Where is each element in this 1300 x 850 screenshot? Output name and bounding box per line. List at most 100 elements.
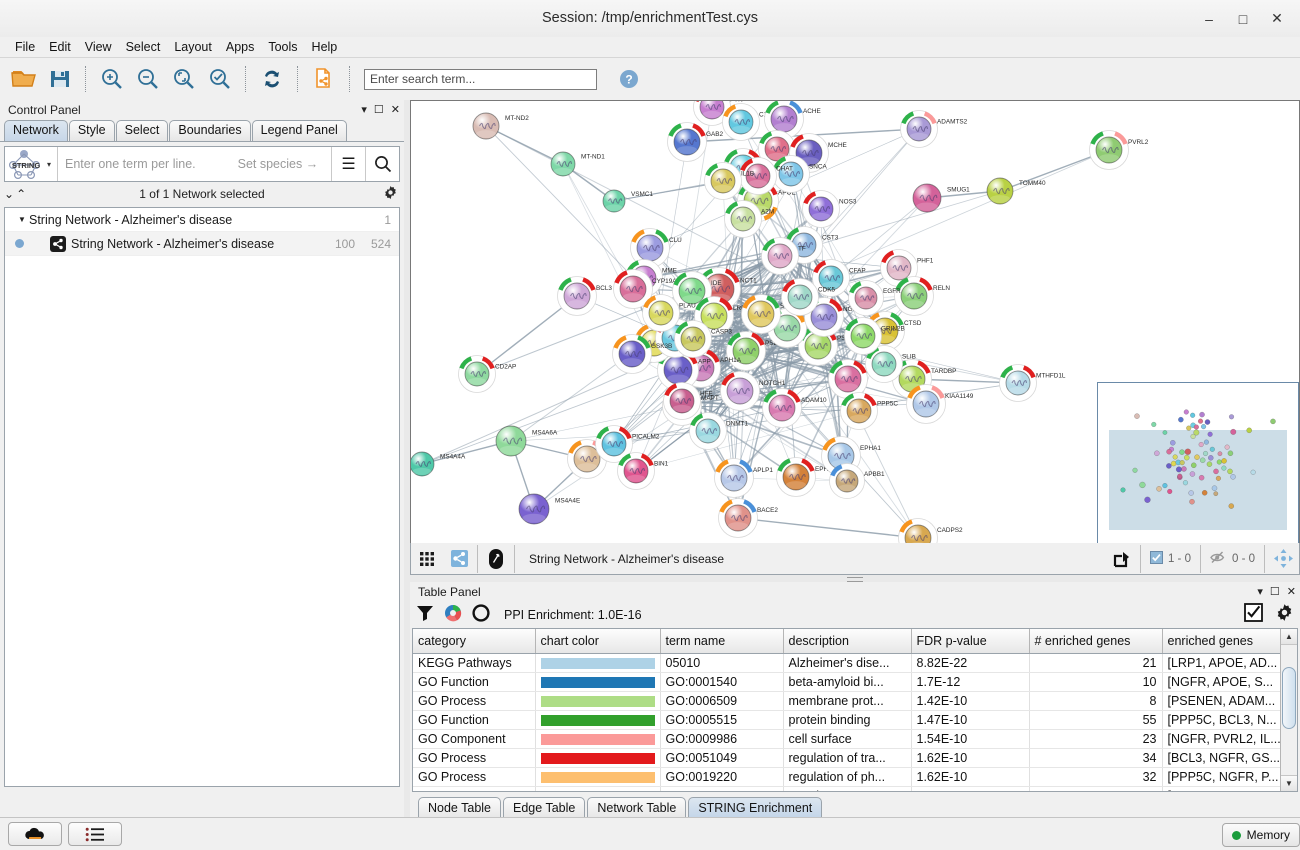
table-settings-gear-icon[interactable] — [1275, 603, 1294, 625]
menu-view[interactable]: View — [84, 40, 112, 54]
memory-status-button[interactable]: Memory — [1221, 823, 1300, 847]
select-all-checkbox-icon[interactable] — [1244, 603, 1263, 625]
col-enriched-genes[interactable]: enriched genes — [1162, 629, 1283, 654]
minimize-button[interactable]: – — [1205, 10, 1213, 27]
graph-node[interactable]: NOS3 — [802, 190, 857, 228]
col-chart-color[interactable]: chart color — [535, 629, 661, 654]
graph-node[interactable]: NOTCH1 — [720, 371, 786, 411]
graph-node[interactable]: MS4A6A — [495, 425, 558, 457]
graph-node[interactable]: RELN — [894, 276, 951, 316]
close-button[interactable]: ✕ — [1271, 10, 1283, 26]
graph-node[interactable]: LRP1 — [694, 296, 750, 336]
graph-node[interactable]: CDK5 — [781, 278, 836, 316]
graph-node[interactable]: MT-ND1 — [550, 151, 605, 177]
table-row[interactable]: GO Function GO:0005515 protein binding 1.47… — [413, 710, 1283, 730]
graph-node[interactable]: BCL3 — [557, 276, 613, 316]
graph-node[interactable]: CLU — [630, 228, 683, 268]
tab-network[interactable]: Network — [4, 120, 68, 141]
graph-node[interactable]: EPHA1 — [821, 436, 882, 476]
graph-node[interactable]: CST3 — [785, 226, 839, 264]
scroll-up-arrow[interactable]: ▲ — [1281, 629, 1297, 645]
graph-node[interactable]: CD2AP — [458, 355, 517, 393]
graph-node[interactable]: GAB2 — [667, 122, 724, 162]
enrichment-table[interactable]: category chart color term name descripti… — [413, 629, 1283, 791]
tab-string-enrichment[interactable]: STRING Enrichment — [688, 797, 823, 820]
graph-node[interactable]: MS4A4E — [518, 493, 580, 525]
graph-node[interactable]: PICALM2 — [595, 425, 660, 463]
graph-node[interactable]: APBB1 — [829, 463, 886, 499]
network-canvas[interactable]: MT-ND2MT-ND1VSMC1GAB2FYNC1SC1RACHEPICALM… — [410, 100, 1300, 575]
graph-node[interactable]: VSMC1 — [602, 189, 653, 213]
network-settings-gear-icon[interactable] — [383, 185, 398, 203]
graph-node[interactable]: CYP19A1 — [613, 269, 681, 309]
scroll-down-arrow[interactable]: ▼ — [1281, 775, 1297, 791]
enrichment-table-wrapper[interactable]: category chart color term name descripti… — [412, 628, 1298, 792]
menu-apps[interactable]: Apps — [225, 40, 255, 54]
graph-node[interactable]: MTHFD1L — [999, 364, 1066, 402]
graph-node[interactable]: GSK3B — [612, 334, 673, 374]
share-network-icon[interactable] — [1106, 544, 1138, 574]
menu-edit[interactable]: Edit — [49, 40, 71, 54]
graph-node[interactable]: CFAP — [812, 259, 866, 297]
network-tree-group-row[interactable]: ▼ String Network - Alzheimer's disease 1 — [5, 208, 399, 232]
horizontal-splitter[interactable] — [410, 575, 1300, 582]
menu-select[interactable]: Select — [125, 40, 161, 54]
zoom-out-icon[interactable] — [130, 62, 166, 96]
graph-node[interactable]: ACHE — [764, 101, 821, 139]
graph-node[interactable]: TOMM40 — [986, 177, 1046, 205]
graph-node[interactable]: SMUG1 — [912, 183, 970, 213]
graph-node[interactable]: MS4A4A — [411, 451, 466, 477]
tree-twisty-icon[interactable]: ▼ — [18, 215, 26, 224]
graph-node[interactable]: KIAA1149 — [906, 384, 974, 424]
graph-node[interactable]: IL1B — [704, 162, 755, 200]
menu-file[interactable]: File — [15, 40, 36, 54]
graph-node[interactable]: ADAMTS2 — [900, 110, 968, 148]
export-network-icon[interactable] — [306, 62, 342, 96]
grid-view-icon[interactable] — [411, 544, 443, 574]
col-description[interactable]: description — [783, 629, 912, 654]
graph-node[interactable]: APLP1 — [714, 458, 774, 498]
col-category[interactable]: category — [413, 629, 536, 654]
panel-close-icon[interactable]: ✕ — [390, 104, 400, 116]
graph-node[interactable]: A2M — [724, 200, 775, 238]
tab-edge-table[interactable]: Edge Table — [503, 797, 586, 820]
string-search-icon[interactable] — [366, 147, 399, 181]
tab-boundaries[interactable]: Boundaries — [169, 120, 251, 141]
cloud-icon[interactable] — [8, 822, 62, 846]
node-sphere[interactable] — [411, 451, 435, 477]
zoom-in-icon[interactable] — [94, 62, 130, 96]
menu-tools[interactable]: Tools — [268, 40, 298, 54]
graph-node[interactable]: BACE1 — [828, 359, 889, 399]
table-row[interactable]: GO Process GO:0006509 membrane prot... 1.42… — [413, 691, 1283, 711]
vertical-splitter[interactable] — [404, 100, 410, 818]
refresh-icon[interactable] — [254, 62, 290, 96]
graph-nodes[interactable]: MT-ND2MT-ND1VSMC1GAB2FYNC1SC1RACHEPICALM… — [411, 101, 1149, 558]
fit-content-icon[interactable] — [1267, 544, 1299, 574]
graph-node[interactable]: CASP3 — [674, 320, 733, 358]
filter-icon[interactable] — [416, 604, 434, 625]
graph-node[interactable]: EPHA5 — [776, 457, 837, 497]
graph-node[interactable]: CHAT — [739, 157, 794, 195]
maximize-button[interactable]: □ — [1238, 10, 1248, 27]
network-tree-item[interactable]: String Network - Alzheimer's disease 100… — [5, 232, 399, 256]
graph-node[interactable]: PLAU — [642, 294, 697, 332]
graph-node[interactable]: GRIN2B — [844, 317, 905, 355]
tab-select[interactable]: Select — [115, 120, 169, 141]
table-row[interactable]: GO Process GO:0051049 regulation of tra...… — [413, 748, 1283, 768]
table-panel-float-icon[interactable]: ☐ — [1269, 586, 1280, 598]
graph-node[interactable]: BACE2 — [718, 498, 779, 538]
menu-help[interactable]: Help — [311, 40, 338, 54]
table-row[interactable]: GO Component GO:0009986 cell surface 1.54E-… — [413, 729, 1283, 749]
annotation-edit-icon[interactable] — [480, 544, 512, 574]
tab-style[interactable]: Style — [68, 120, 115, 141]
table-panel-close-icon[interactable]: ✕ — [1286, 586, 1296, 598]
donut-chart-icon[interactable] — [472, 604, 490, 625]
table-row[interactable]: GO Process GO:0019220 regulation of ph... 1… — [413, 767, 1283, 787]
open-session-icon[interactable] — [6, 62, 42, 96]
zoom-selected-icon[interactable] — [202, 62, 238, 96]
graph-node[interactable]: BIN1 — [617, 452, 669, 490]
col-term-name[interactable]: term name — [660, 629, 784, 654]
string-logo-icon[interactable]: STRING — [5, 147, 47, 181]
chart-color-icon[interactable] — [444, 604, 462, 625]
table-row[interactable]: GO Function GO:0001540 beta-amyloid bi... 1… — [413, 672, 1283, 692]
